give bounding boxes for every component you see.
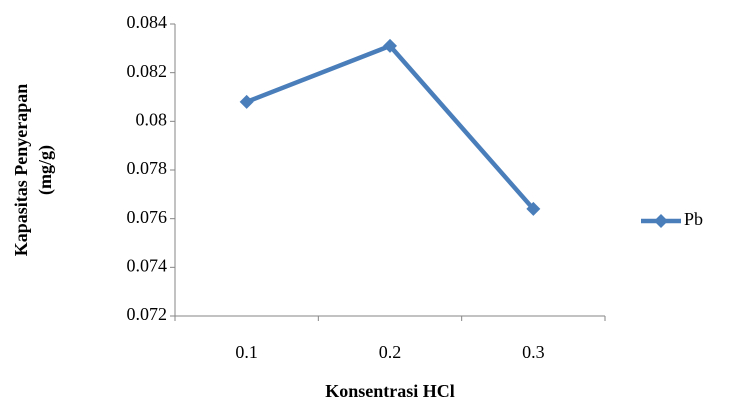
marker xyxy=(383,38,397,53)
y-tick-label: 0.078 xyxy=(127,158,168,178)
marker xyxy=(526,201,541,216)
y-tick-label: 0.082 xyxy=(127,61,168,81)
y-tick-label: 0.076 xyxy=(127,207,168,227)
line xyxy=(245,43,536,211)
legend-marker xyxy=(654,214,668,228)
y-axis-title-line: Kapasitas Penyerapan xyxy=(11,84,31,257)
x-tick-label: 0.2 xyxy=(379,342,402,362)
y-tick-label: 0.08 xyxy=(136,109,168,129)
y-axis-title: Kapasitas Penyerapan (mg/g) xyxy=(11,84,56,257)
y-axis-title-line: (mg/g) xyxy=(35,145,56,195)
legend-label: Pb xyxy=(684,209,703,229)
y-tick-label: 0.084 xyxy=(127,12,168,32)
y-tick-label: 0.072 xyxy=(127,304,168,324)
marker xyxy=(239,94,254,109)
x-tick-label: 0.1 xyxy=(235,342,258,362)
y-tick-label: 0.074 xyxy=(127,255,168,275)
x-axis-title: Konsentrasi HCl xyxy=(325,381,455,401)
x-tick-label: 0.3 xyxy=(522,342,545,362)
